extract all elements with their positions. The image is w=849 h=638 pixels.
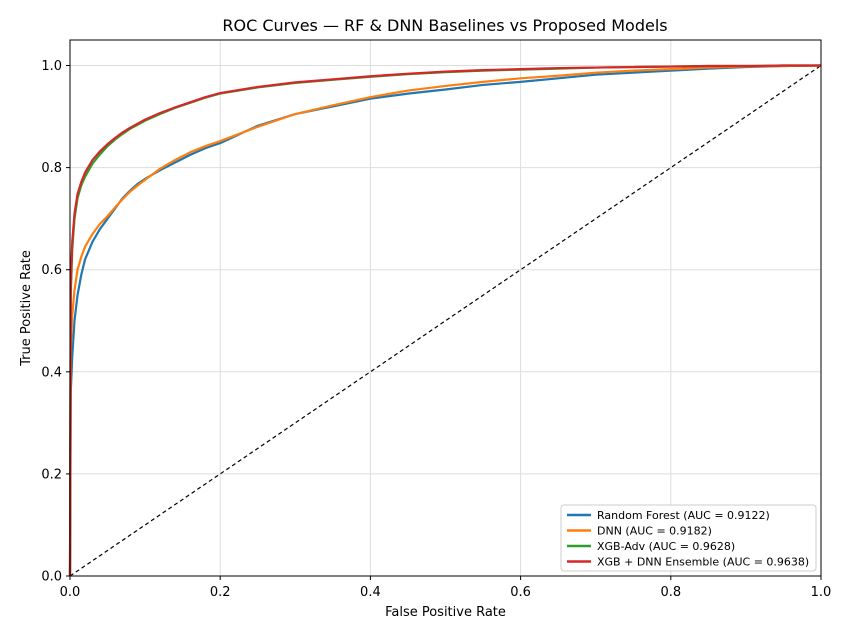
series-line-1 <box>68 64 822 577</box>
chance-diagonal-line <box>69 65 822 577</box>
y-tick-label: 0.4 <box>41 365 62 380</box>
legend-entry: DNN (AUC = 0.9182) <box>597 525 712 538</box>
y-tick-label: 0.8 <box>41 161 62 176</box>
chart-title: ROC Curves — RF & DNN Baselines vs Propo… <box>222 16 667 35</box>
tick-layer: 0.0 0.2 0.4 0.6 0.8 1.0 0.0 0.2 0.4 0.6 0.8 1.0 <box>41 59 831 600</box>
plot-frame <box>69 39 822 577</box>
legend-entry: Random Forest (AUC = 0.9122) <box>597 509 770 522</box>
x-tick-label: 0.4 <box>360 585 381 600</box>
x-axis-label: False Positive Rate <box>385 605 506 620</box>
y-tick-label: 1.0 <box>41 59 62 74</box>
x-tick-label: 0.2 <box>210 585 231 600</box>
legend-box <box>560 504 817 572</box>
series-layer <box>68 64 822 577</box>
x-tick-label: 0.6 <box>510 585 531 600</box>
y-tick-label: 0.6 <box>41 263 62 278</box>
legend-entry: XGB + DNN Ensemble (AUC = 0.9638) <box>597 556 809 569</box>
series-line-0 <box>68 64 822 577</box>
legend-entry: XGB-Adv (AUC = 0.9628) <box>597 540 735 553</box>
y-axis-label: True Positive Rate <box>19 250 34 367</box>
x-tick-label: 0.0 <box>60 585 81 600</box>
reference-layer <box>69 65 822 577</box>
y-tick-label: 0.2 <box>41 467 62 482</box>
grid-layer <box>69 40 822 577</box>
x-tick-label: 0.8 <box>660 585 681 600</box>
y-tick-label: 0.0 <box>41 570 62 585</box>
x-tick-label: 1.0 <box>811 585 832 600</box>
series-line-3 <box>68 64 821 577</box>
legend: Random Forest (AUC = 0.9122) DNN (AUC = 0… <box>560 504 817 572</box>
